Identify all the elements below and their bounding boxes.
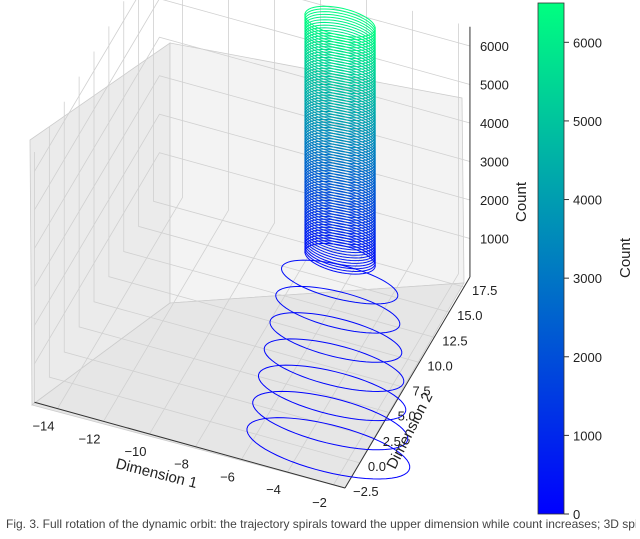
grid-line-z — [34, 36, 471, 249]
grid-line-y — [138, 0, 450, 313]
back-panes — [29, 42, 465, 489]
x-axis-line — [34, 401, 346, 489]
grid-line-x — [149, 0, 275, 435]
grid-line-y — [153, 0, 465, 288]
colorbar-tick-label: 4000 — [573, 193, 602, 208]
figure-caption: Fig. 3. Full rotation of the dynamic orb… — [6, 517, 636, 531]
colorbar: 0 1000 2000 3000 4000 5000 6000 Count — [537, 2, 634, 522]
colorbar-tick-label: 0 — [573, 507, 580, 522]
curve-loop — [304, 8, 376, 41]
curve-loop — [246, 417, 411, 480]
z-tick-label: 2000 — [480, 193, 509, 208]
grid-line-x — [57, 0, 183, 409]
grid-line-y — [63, 101, 375, 439]
grid-line-x — [287, 10, 413, 473]
grid-line-x — [103, 0, 229, 422]
tick-labels: −14 −12 −10 −8 −6 −4 −2 −2.5 0.0 2.5 5.0 7.5 10.0 12.… — [32, 39, 508, 510]
z-tick-label: 1000 — [480, 231, 509, 246]
z-tick-label: 5000 — [480, 77, 509, 92]
colorbar-label: Count — [617, 237, 634, 278]
curve-loop — [263, 338, 405, 392]
curve-loop — [252, 390, 409, 451]
grid-line-y — [78, 76, 390, 414]
x-tick-label: −14 — [32, 419, 54, 434]
x-tick-label: −10 — [124, 444, 146, 459]
grid-line-z — [34, 152, 471, 364]
x-tick-label: −12 — [78, 431, 100, 446]
x-tick-label: −2 — [312, 495, 327, 510]
curve-loop — [258, 364, 407, 422]
grid-line-y — [93, 51, 405, 388]
axes — [34, 26, 471, 489]
curve-loop — [281, 259, 399, 305]
y-tick-label: 5.0 — [398, 409, 416, 424]
grid-line-x — [333, 23, 459, 486]
floor-pane — [31, 282, 465, 489]
colorbar-tick-label: 5000 — [573, 114, 602, 129]
colorbar-tick-label: 2000 — [573, 350, 602, 365]
colorbar-bar — [537, 2, 565, 515]
y-tick-label: 10.0 — [427, 358, 452, 373]
y-axis-line — [344, 276, 471, 489]
curve-loop — [304, 5, 376, 38]
y-tick-label: 12.5 — [442, 333, 467, 348]
z-tick-label: 6000 — [480, 39, 509, 54]
y-tick-label: 15.0 — [457, 308, 482, 323]
colorbar-tick-label: 1000 — [573, 428, 602, 443]
y-tick-label: 17.5 — [472, 283, 497, 298]
colorbar-ticks: 0 1000 2000 3000 4000 5000 6000 — [564, 35, 602, 522]
y-tick-label: 7.5 — [413, 384, 431, 399]
y-tick-label: 0.0 — [368, 459, 386, 474]
z-axis-label: Count — [513, 181, 530, 222]
x-tick-label: −8 — [174, 457, 189, 472]
x-tick-label: −4 — [266, 482, 281, 497]
y-tick-label: 2.5 — [383, 434, 401, 449]
y-tick-label: −2.5 — [353, 484, 379, 499]
spiral-curve — [246, 5, 411, 480]
z-tick-label: 3000 — [480, 154, 509, 169]
colorbar-tick-label: 6000 — [573, 35, 602, 50]
grid-line-y — [123, 1, 435, 338]
curve-loop — [269, 312, 403, 363]
z-tick-label: 4000 — [480, 116, 509, 131]
grid-line-y — [48, 126, 360, 464]
x-tick-label: −6 — [220, 469, 235, 484]
grid-line-y — [108, 26, 420, 363]
colorbar-tick-label: 3000 — [573, 271, 602, 286]
